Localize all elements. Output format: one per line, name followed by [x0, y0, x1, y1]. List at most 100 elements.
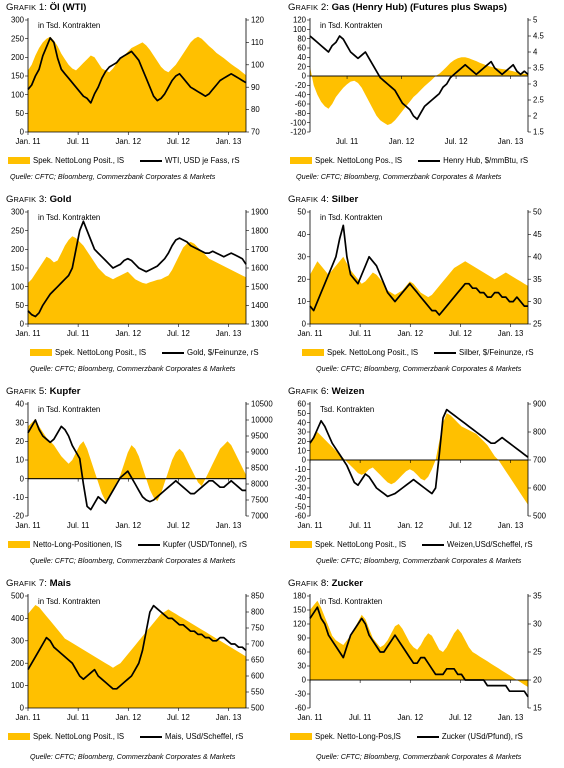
left-tick-label: 40	[297, 230, 306, 239]
x-tick-label: Jul. 11	[349, 713, 371, 722]
right-tick-label: 7000	[251, 512, 269, 521]
source-note: Quelle: CFTC; Bloomberg, Commerzbank Cor…	[316, 752, 522, 761]
left-tick-label: 120	[293, 16, 307, 25]
chart-legend: Spek. NettoLong Posit., lS Weizen,USd/Sc…	[290, 540, 533, 549]
right-tick-label: 1500	[251, 282, 269, 291]
left-tick-label: 0	[302, 320, 307, 329]
right-tick-label: 600	[533, 484, 547, 493]
area-swatch	[30, 349, 52, 356]
chart-svg: -20 -10 0 10 20 30 40 7000 7500 8000 8500 9000 9500 1…	[13, 400, 274, 530]
x-tick-label: Jan. 11	[16, 137, 41, 146]
x-tick-label: Jul. 11	[336, 137, 358, 146]
left-tick-label: -100	[290, 118, 306, 127]
right-tick-label: 1700	[251, 245, 269, 254]
area-swatch	[8, 733, 30, 740]
title-caps: RAFIK	[13, 3, 37, 12]
x-tick-label: Jul. 11	[67, 329, 89, 338]
title-caps: RAFIK	[13, 387, 37, 396]
price-line	[309, 224, 528, 316]
x-tick-label: Jan. 12	[389, 137, 415, 146]
price-line	[27, 37, 247, 104]
area-swatch	[8, 157, 30, 164]
x-tick-label: Jan. 13	[498, 329, 524, 338]
chart-legend: Spek. NettoLong Posit., lS WTI, USD je F…	[8, 156, 240, 165]
left-tick-label: 50	[297, 208, 306, 217]
x-tick-label: Jul. 11	[67, 521, 89, 530]
chart-legend: Spek. NettoLong Posit., lS Silber, $/Fei…	[302, 348, 534, 357]
right-tick-label: 4	[533, 48, 538, 57]
x-tick-label: Jan. 11	[16, 329, 41, 338]
title-caps: RAFIK	[295, 3, 319, 12]
title-number: 4:	[318, 194, 332, 205]
position-area	[310, 256, 528, 324]
x-tick-label: Jul. 12	[449, 521, 472, 530]
left-tick-label: -10	[13, 493, 25, 502]
legend-area-label: Spek. NettoLong Posit., lS	[327, 348, 419, 357]
price-line	[309, 408, 529, 498]
right-tick-label: 20	[533, 676, 542, 685]
legend-line-label: Silber, $/Feinunze, rS	[459, 348, 534, 357]
legend-line-label: Zucker (USd/Pfund), rS	[441, 732, 523, 741]
left-tick-label: 150	[11, 72, 25, 81]
left-tick-label: 150	[293, 606, 307, 615]
left-tick-label: 100	[11, 681, 25, 690]
x-tick-label: Jul. 12	[449, 713, 472, 722]
left-tick-label: -30	[295, 484, 307, 493]
x-tick-label: Jan. 11	[298, 521, 323, 530]
left-tick-label: 100	[11, 90, 25, 99]
chart-panel-gas-henry-hub: GRAFIK 2: Gas (Henry Hub) (Futures plus …	[282, 0, 564, 192]
left-tick-label: -10	[295, 465, 307, 474]
right-tick-label: 750	[251, 624, 265, 633]
right-tick-label: 40	[533, 252, 542, 261]
chart-title: GRAFIK 6: Weizen	[288, 386, 364, 397]
price-line	[309, 606, 529, 698]
left-tick-label: 60	[297, 648, 306, 657]
left-tick-label: 40	[15, 400, 24, 409]
left-tick-label: -40	[295, 493, 307, 502]
left-tick-label: 200	[11, 53, 25, 62]
position-area	[310, 600, 528, 687]
title-caps: RAFIK	[13, 579, 37, 588]
right-tick-label: 80	[251, 105, 260, 114]
left-tick-label: 200	[11, 245, 25, 254]
right-tick-label: 35	[533, 592, 542, 601]
right-tick-label: 30	[533, 297, 542, 306]
x-tick-label: Jan. 11	[298, 713, 323, 722]
title-number: 1:	[36, 2, 50, 13]
right-tick-label: 700	[251, 640, 265, 649]
right-tick-label: 500	[251, 704, 265, 713]
source-note: Quelle: CFTC; Bloomberg, Commerzbank Cor…	[30, 556, 236, 565]
title-caps: RAFIK	[295, 387, 319, 396]
right-tick-label: 8000	[251, 480, 269, 489]
title-name: Mais	[49, 578, 71, 589]
right-tick-label: 600	[251, 672, 265, 681]
position-area	[310, 413, 528, 505]
left-tick-label: 30	[15, 418, 24, 427]
right-tick-label: 9000	[251, 448, 269, 457]
right-tick-label: 25	[533, 320, 542, 329]
source-note: Quelle: CFTC; Bloomberg, Commerzbank Cor…	[30, 752, 236, 761]
x-tick-label: Jan. 13	[216, 329, 242, 338]
title-number: 3:	[36, 194, 50, 205]
x-tick-label: Jul. 12	[167, 329, 190, 338]
x-tick-label: Jan. 12	[115, 713, 141, 722]
x-tick-label: Jul. 11	[67, 713, 89, 722]
legend-line-label: Gold, $/Feinunze, rS	[187, 348, 259, 357]
x-tick-label: Jul. 12	[167, 521, 190, 530]
line-swatch	[137, 543, 160, 546]
x-tick-label: Jan. 11	[16, 713, 41, 722]
source-note: Quelle: CFTC; Bloomberg, Commerzbank Cor…	[10, 172, 216, 181]
left-tick-label: -60	[295, 100, 307, 109]
left-tick-label: 0	[302, 456, 307, 465]
price-line	[309, 35, 529, 121]
right-tick-label: 25	[533, 648, 542, 657]
title-name: Zucker	[331, 578, 364, 589]
right-tick-label: 10000	[251, 416, 273, 425]
x-tick-label: Jan. 13	[498, 713, 524, 722]
right-tick-label: 7500	[251, 496, 269, 505]
x-tick-label: Jan. 12	[397, 521, 423, 530]
chart-panel-silber: GRAFIK 4: Silber 0 10 20 30 40 50 25 30 35 40 45 50…	[282, 192, 564, 384]
left-tick-label: 100	[11, 282, 25, 291]
